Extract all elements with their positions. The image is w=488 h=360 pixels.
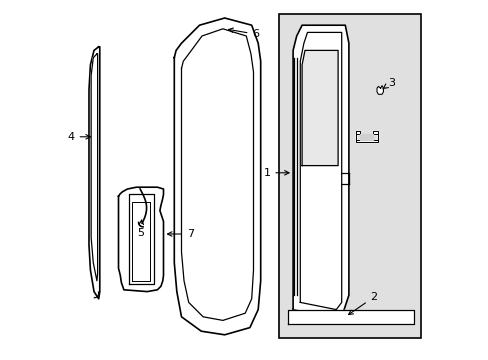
Polygon shape xyxy=(89,47,100,299)
Polygon shape xyxy=(91,54,98,281)
Polygon shape xyxy=(287,310,413,324)
Polygon shape xyxy=(292,25,348,320)
Text: 7: 7 xyxy=(167,229,194,239)
Text: 1: 1 xyxy=(263,168,288,178)
Polygon shape xyxy=(376,86,383,94)
Text: 6: 6 xyxy=(228,28,259,39)
Polygon shape xyxy=(174,18,260,335)
Text: 2: 2 xyxy=(348,292,377,315)
Text: 4: 4 xyxy=(67,132,90,142)
Bar xyxy=(278,14,420,338)
Text: 5: 5 xyxy=(137,220,144,238)
Text: 3: 3 xyxy=(382,78,394,89)
Polygon shape xyxy=(360,134,373,140)
Polygon shape xyxy=(300,32,341,310)
Polygon shape xyxy=(302,50,337,166)
Polygon shape xyxy=(181,29,253,320)
Polygon shape xyxy=(118,187,163,292)
Polygon shape xyxy=(355,131,377,142)
